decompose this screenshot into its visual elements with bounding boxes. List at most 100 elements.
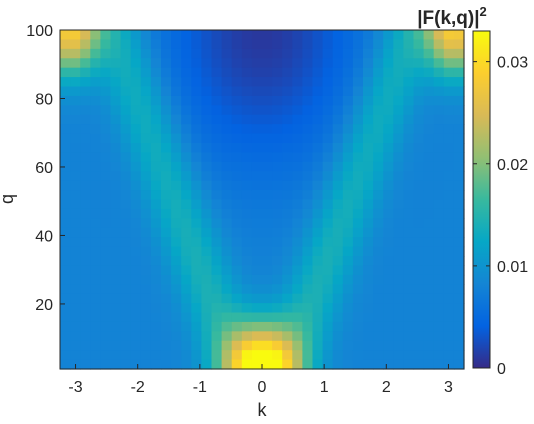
heatmap-cell	[424, 87, 435, 97]
heatmap-cell	[131, 228, 142, 238]
heatmap-cell	[151, 152, 162, 162]
heatmap-cell	[343, 313, 354, 323]
heatmap-cell	[80, 152, 91, 162]
heatmap-cell	[383, 237, 394, 247]
heatmap-cell	[262, 228, 273, 238]
heatmap-cell	[282, 275, 293, 285]
heatmap-cell	[323, 30, 334, 40]
heatmap-cell	[131, 247, 142, 257]
heatmap-cell	[353, 265, 364, 275]
heatmap-cell	[70, 265, 81, 275]
heatmap-cell	[222, 237, 233, 247]
heatmap-cell	[181, 350, 192, 360]
heatmap-cell	[191, 200, 202, 210]
heatmap-cell	[302, 218, 313, 228]
heatmap-cell	[212, 303, 223, 313]
heatmap-cell	[262, 30, 273, 40]
heatmap-cell	[70, 200, 81, 210]
heatmap-cell	[262, 115, 273, 125]
heatmap-cell	[212, 360, 223, 370]
heatmap-cell	[393, 256, 404, 266]
heatmap-cell	[414, 360, 425, 370]
heatmap-cell	[302, 181, 313, 191]
heatmap-cell	[363, 341, 374, 351]
heatmap-cell	[343, 322, 354, 332]
heatmap-cell	[323, 143, 334, 153]
heatmap-cell	[313, 256, 324, 266]
heatmap-cell	[393, 190, 404, 200]
heatmap-cell	[90, 284, 101, 294]
heatmap-cell	[121, 360, 132, 370]
heatmap-cell	[393, 331, 404, 341]
heatmap-cell	[323, 237, 334, 247]
heatmap-cell	[343, 96, 354, 106]
heatmap-cell	[181, 209, 192, 219]
heatmap-cell	[70, 275, 81, 285]
heatmap-cell	[161, 134, 172, 144]
heatmap-cell	[90, 143, 101, 153]
heatmap-cell	[100, 143, 111, 153]
heatmap-cell	[131, 105, 142, 115]
heatmap-cell	[90, 171, 101, 181]
heatmap-cell	[171, 124, 182, 134]
heatmap-cell	[373, 200, 384, 210]
heatmap-cell	[262, 143, 273, 153]
heatmap-cell	[424, 39, 435, 49]
heatmap-cell	[323, 200, 334, 210]
heatmap-cell	[272, 134, 283, 144]
heatmap-cell	[444, 105, 455, 115]
heatmap-cell	[414, 96, 425, 106]
heatmap-cell	[434, 39, 445, 49]
heatmap-cell	[121, 265, 132, 275]
heatmap-cell	[70, 350, 81, 360]
heatmap-cell	[292, 265, 303, 275]
heatmap-cell	[393, 39, 404, 49]
heatmap-cell	[111, 143, 122, 153]
heatmap-cell	[90, 218, 101, 228]
heatmap-cell	[272, 39, 283, 49]
heatmap-cell	[363, 162, 374, 172]
heatmap-cell	[323, 39, 334, 49]
heatmap-cell	[201, 313, 212, 323]
heatmap-cell	[302, 105, 313, 115]
heatmap-cell	[302, 96, 313, 106]
heatmap-cell	[373, 143, 384, 153]
heatmap-cell	[373, 134, 384, 144]
heatmap-cell	[70, 313, 81, 323]
heatmap-cell	[80, 68, 91, 78]
heatmap-cell	[414, 39, 425, 49]
heatmap-cell	[414, 228, 425, 238]
heatmap-cell	[403, 341, 414, 351]
heatmap-cell	[191, 313, 202, 323]
heatmap-cell	[272, 190, 283, 200]
heatmap-cell	[444, 303, 455, 313]
heatmap-cell	[60, 152, 71, 162]
heatmap-cell	[272, 294, 283, 304]
heatmap-cell	[252, 152, 263, 162]
heatmap-cell	[383, 143, 394, 153]
heatmap-cell	[393, 350, 404, 360]
heatmap-cell	[151, 256, 162, 266]
heatmap-cell	[353, 322, 364, 332]
heatmap-cell	[242, 350, 253, 360]
heatmap-cell	[90, 152, 101, 162]
heatmap-cell	[212, 200, 223, 210]
heatmap-cell	[131, 87, 142, 97]
heatmap-cell	[191, 247, 202, 257]
heatmap-cell	[161, 115, 172, 125]
heatmap-cell	[454, 77, 465, 87]
heatmap-cell	[161, 124, 172, 134]
heatmap-cell	[171, 134, 182, 144]
heatmap-cell	[151, 350, 162, 360]
heatmap-cell	[70, 284, 81, 294]
heatmap-cell	[242, 87, 253, 97]
heatmap-cell	[393, 181, 404, 191]
heatmap-cell	[181, 49, 192, 59]
heatmap-cell	[212, 331, 223, 341]
heatmap-cell	[313, 181, 324, 191]
heatmap-cell	[302, 303, 313, 313]
heatmap-cell	[181, 284, 192, 294]
heatmap-cell	[333, 77, 344, 87]
heatmap-cell	[262, 303, 273, 313]
heatmap-cell	[151, 49, 162, 59]
